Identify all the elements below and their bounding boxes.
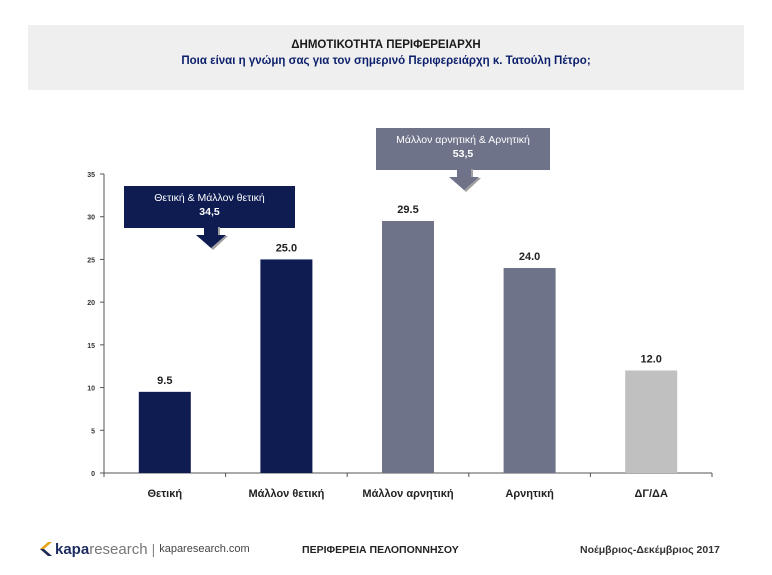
kapa-logo-icon <box>40 542 52 556</box>
brand-name-b: research <box>89 540 148 558</box>
footer-date: Νοέμβριος-Δεκέμβριος 2017 <box>580 544 720 556</box>
category-label: Μάλλον θετική <box>248 488 324 500</box>
brand-separator: | <box>151 541 156 557</box>
y-tick-label: 25 <box>87 257 95 264</box>
bar <box>382 220 434 473</box>
bar <box>625 370 678 473</box>
y-tick-label: 5 <box>91 428 95 435</box>
y-tick-label: 30 <box>87 215 95 222</box>
footer-region: ΠΕΡΙΦΕΡΕΙΑ ΠΕΛΟΠΟΝΝΗΣΟΥ <box>302 544 459 556</box>
brand-name-a: kapa <box>55 540 90 558</box>
callout-negative-arrow-icon <box>449 169 481 192</box>
callout-positive-label: Θετική & Μάλλον θετική <box>154 192 265 204</box>
bar <box>138 391 191 473</box>
callout-positive-arrow-icon <box>196 227 228 250</box>
header-band: ΔΗΜΟΤΙΚΟΤΗΤΑ ΠΕΡΙΦΕΡΕΙΑΡΧΗ Ποια είναι η … <box>28 25 744 90</box>
brand-url: kaparesearch.com <box>159 543 250 555</box>
callout-positive: Θετική & Μάλλον θετική 34,5 <box>124 186 295 228</box>
y-tick-label: 20 <box>87 300 95 307</box>
chart-subtitle: Ποια είναι η γνώμη σας για τον σημερινό … <box>181 55 591 67</box>
y-tick-label: 15 <box>87 343 95 350</box>
bar-value-label: 9.5 <box>157 375 172 387</box>
category-label: Μάλλον αρνητική <box>362 488 453 500</box>
category-label: Θετική <box>147 488 182 500</box>
bar-value-label: 25.0 <box>276 242 297 254</box>
bar-value-label: 12.0 <box>640 353 661 365</box>
chart-title: ΔΗΜΟΤΙΚΟΤΗΤΑ ΠΕΡΙΦΕΡΕΙΑΡΧΗ <box>291 39 481 51</box>
category-label: ΔΓ/ΔΑ <box>634 488 667 500</box>
bar-value-label: 29.5 <box>397 204 418 216</box>
bar <box>260 259 313 473</box>
footer-logo: kapa research | kaparesearch.com <box>40 540 250 558</box>
bar <box>503 267 556 473</box>
y-tick-label: 10 <box>87 386 95 393</box>
y-tick-label: 0 <box>91 471 95 478</box>
callout-negative: Μάλλον αρνητική & Αρνητική 53,5 <box>376 128 550 170</box>
bar-value-label: 24.0 <box>519 251 540 263</box>
category-label: Αρνητική <box>505 488 554 500</box>
callout-negative-label: Μάλλον αρνητική & Αρνητική <box>396 134 530 146</box>
callout-negative-value: 53,5 <box>452 148 474 160</box>
y-tick-label: 35 <box>87 172 95 179</box>
callout-positive-value: 34,5 <box>199 206 220 218</box>
